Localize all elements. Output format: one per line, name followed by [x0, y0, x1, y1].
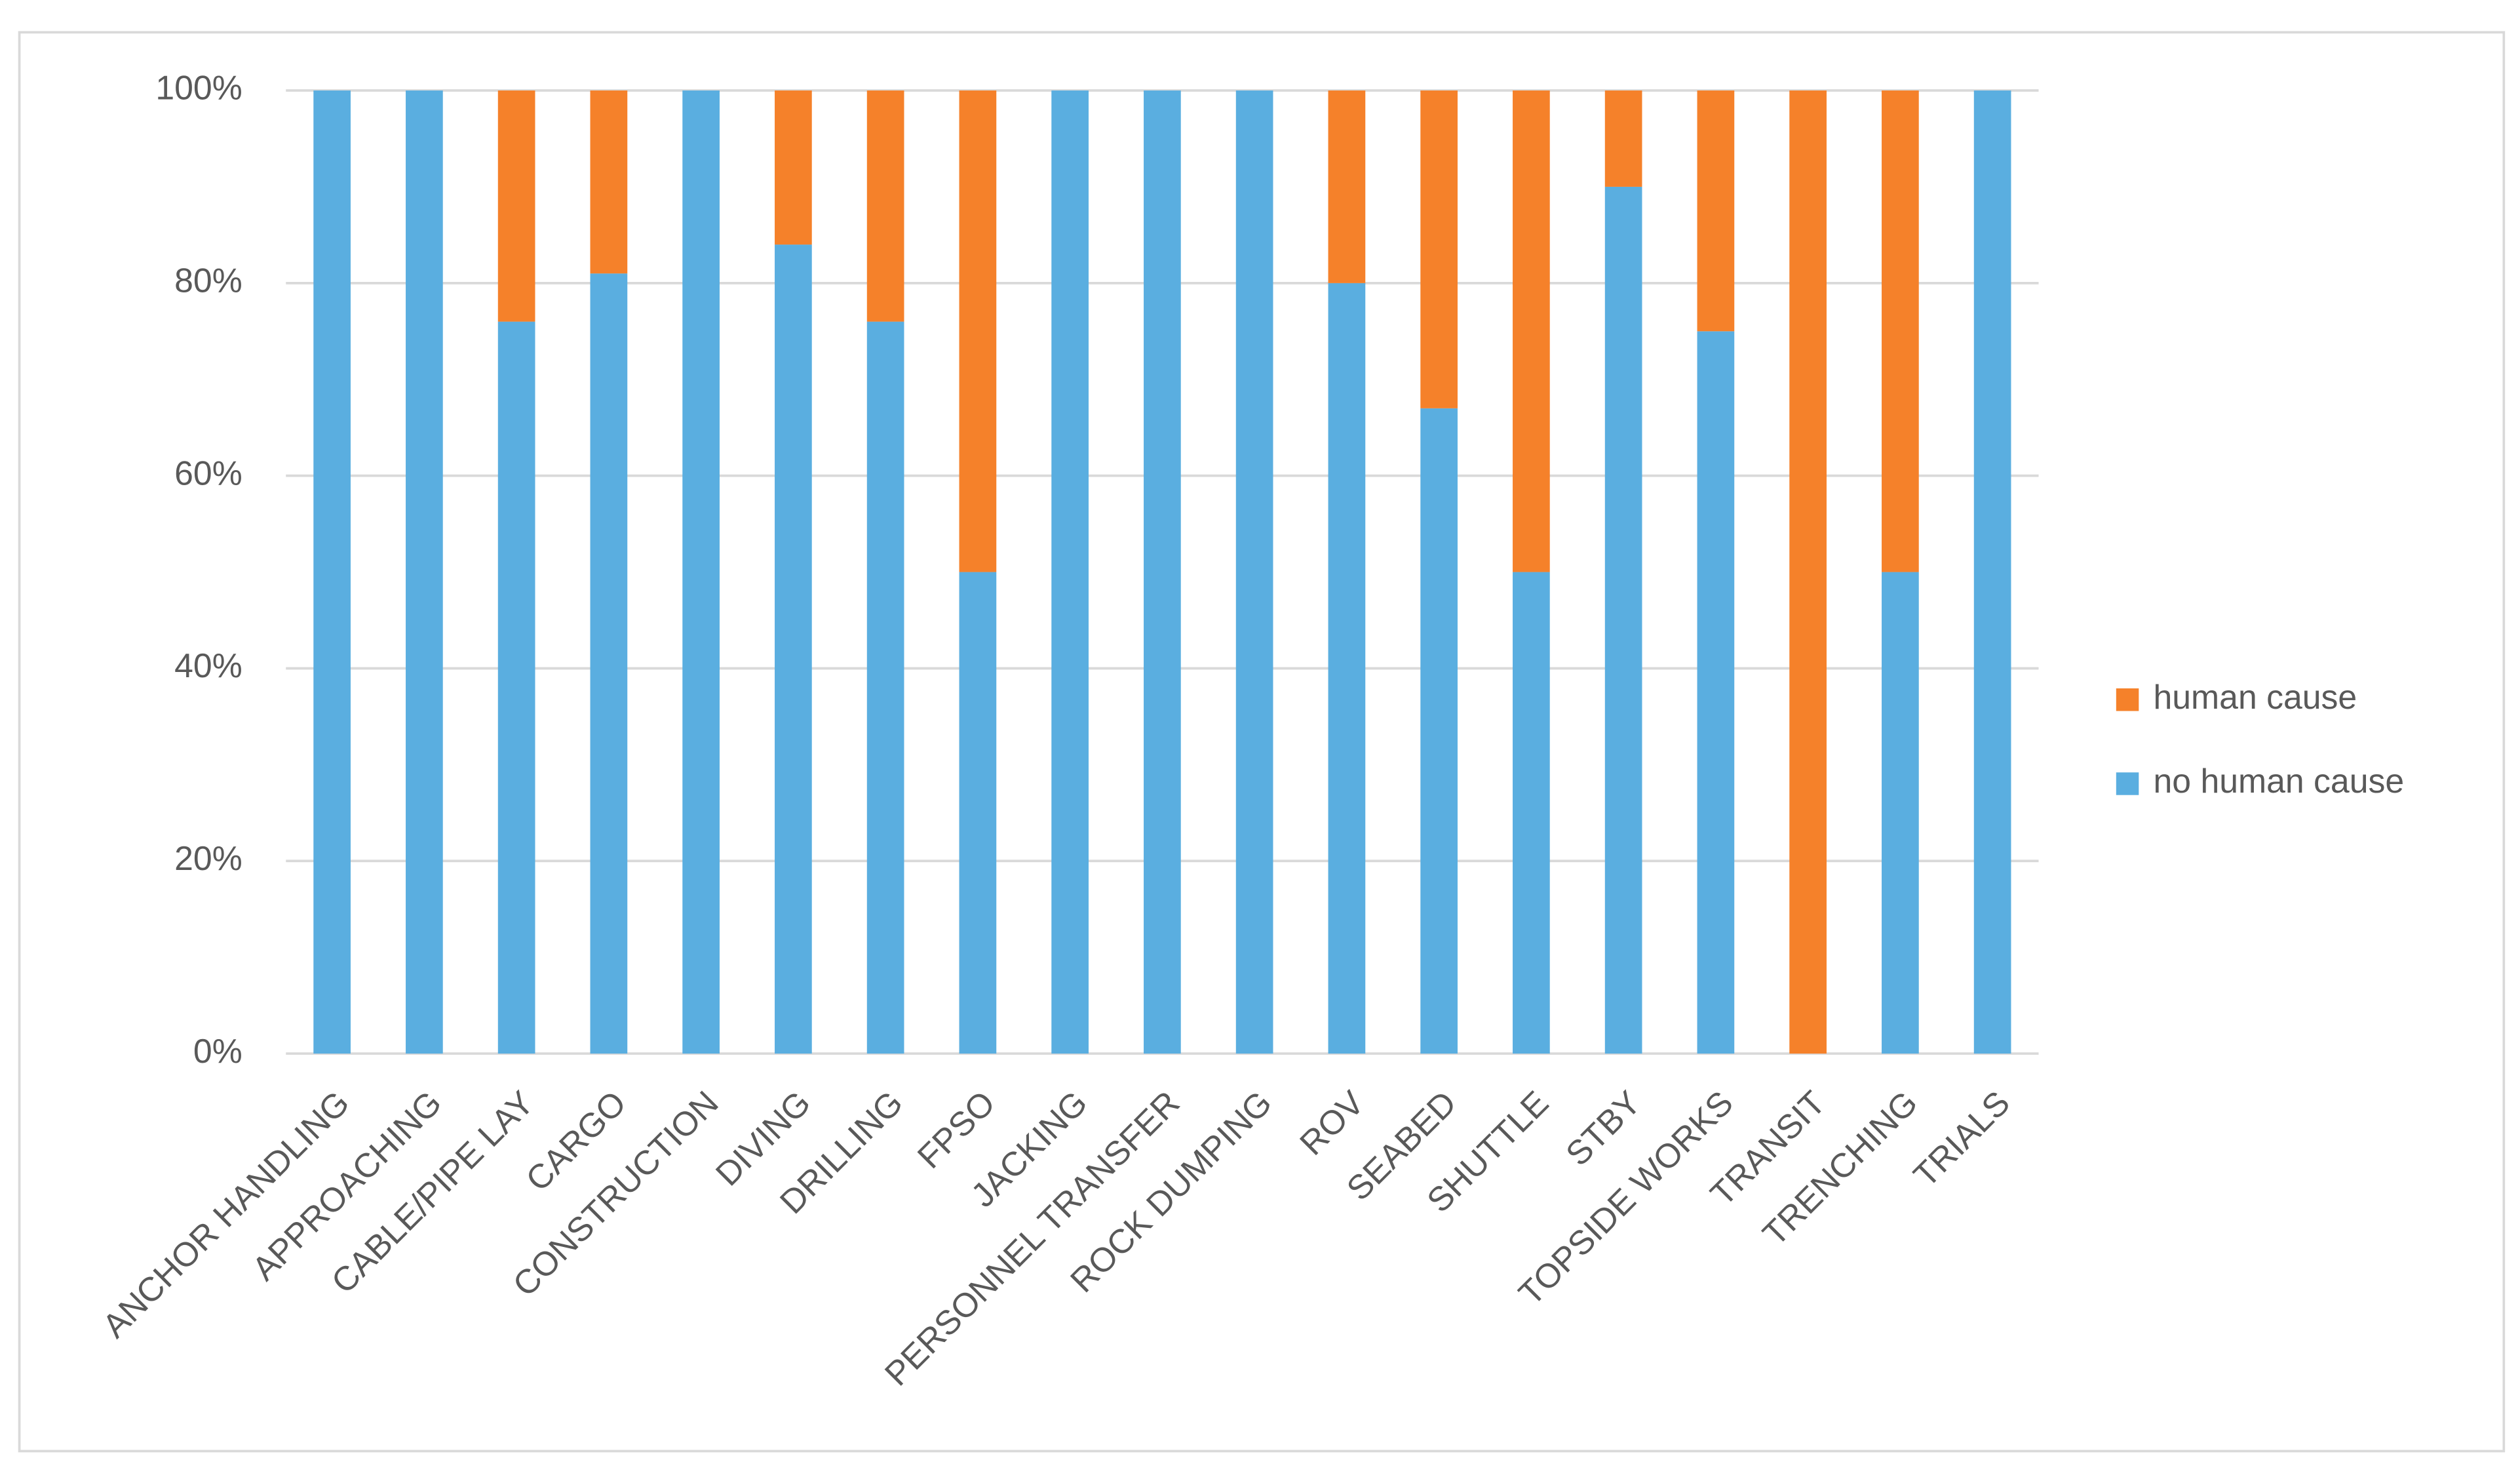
bar-segment [1513, 572, 1550, 1054]
y-tick-label: 0% [193, 1032, 242, 1070]
bar-segment [959, 90, 997, 572]
bar-segment [1144, 90, 1181, 1054]
bar-segment [313, 90, 351, 1054]
y-tick-label: 60% [174, 454, 242, 492]
y-tick-label: 40% [174, 646, 242, 684]
bar-segment [590, 90, 628, 274]
bar-segment [1604, 186, 1642, 1054]
bar-segment [866, 90, 904, 322]
bar-segment [406, 90, 443, 1054]
bar-segment [959, 572, 997, 1054]
bar-segment [1973, 90, 2011, 1054]
bar-segment [1697, 331, 1735, 1054]
bar-segment [1882, 572, 1919, 1054]
bar-segment [1604, 90, 1642, 187]
bar-segment [1051, 90, 1089, 1054]
bar-segment [497, 321, 535, 1054]
bar-segment [497, 90, 535, 322]
bar-segment [775, 90, 812, 245]
bar-segment [1328, 283, 1366, 1054]
bar-segment [775, 245, 812, 1054]
bar-segment [1328, 90, 1366, 283]
bar-segment [1513, 90, 1550, 572]
legend-label: no human cause [2154, 762, 2405, 800]
legend-swatch [2116, 688, 2139, 711]
bar-segment [1420, 408, 1458, 1054]
bar-segment [1882, 90, 1919, 572]
legend-swatch [2116, 772, 2139, 795]
bar-segment [866, 321, 904, 1054]
y-tick-label: 80% [174, 262, 242, 300]
bar-segment [682, 90, 720, 1054]
bar-segment [1420, 90, 1458, 408]
bar-segment [1789, 90, 1827, 1054]
y-tick-label: 20% [174, 839, 242, 877]
legend-label: human cause [2154, 678, 2357, 716]
bar-segment [1697, 90, 1735, 332]
bar-segment [590, 273, 628, 1054]
bar-segment [1235, 90, 1273, 1054]
y-tick-label: 100% [155, 69, 242, 107]
